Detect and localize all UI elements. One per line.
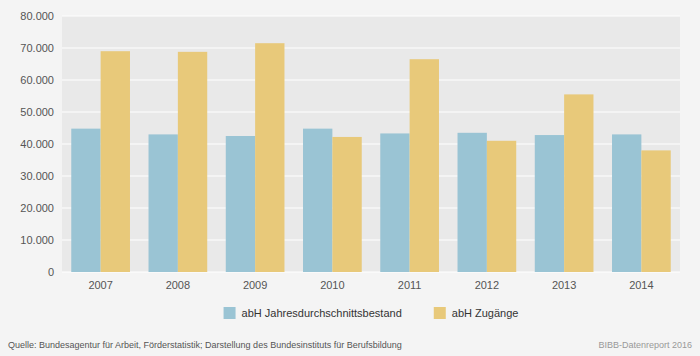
y-tick-label: 10.000 bbox=[20, 234, 54, 246]
y-tick-label: 80.000 bbox=[20, 10, 54, 22]
bars bbox=[71, 43, 670, 272]
bar bbox=[641, 150, 670, 272]
x-tick-label: 2014 bbox=[629, 279, 653, 291]
legend: abH Jahresdurchschnittsbestand abH Zugäng… bbox=[224, 307, 519, 319]
y-tick-label: 70.000 bbox=[20, 42, 54, 54]
legend-swatch bbox=[224, 307, 236, 319]
y-tick-label: 50.000 bbox=[20, 106, 54, 118]
bar bbox=[255, 43, 284, 272]
bar bbox=[564, 94, 593, 272]
legend-swatch bbox=[434, 307, 446, 319]
x-tick-label: 2013 bbox=[552, 279, 576, 291]
y-tick-label: 60.000 bbox=[20, 74, 54, 86]
legend-item: abH Jahresdurchschnittsbestand bbox=[224, 307, 402, 319]
credit: BIBB-Datenreport 2016 bbox=[598, 340, 692, 350]
x-tick-label: 2011 bbox=[398, 279, 422, 291]
x-tick-label: 2008 bbox=[166, 279, 190, 291]
bar bbox=[178, 52, 207, 272]
bar bbox=[226, 136, 255, 272]
bar bbox=[458, 133, 487, 272]
y-tick-label: 0 bbox=[48, 266, 54, 278]
bar bbox=[332, 137, 361, 272]
bar bbox=[303, 129, 332, 272]
bar bbox=[487, 141, 516, 272]
bar bbox=[101, 51, 130, 272]
legend-item: abH Zugänge bbox=[434, 307, 519, 319]
x-axis: 2007 2008 2009 2010 2011 2012 2013 2014 bbox=[88, 279, 653, 291]
legend-label: abH Jahresdurchschnittsbestand bbox=[242, 307, 402, 319]
grid-line bbox=[62, 16, 680, 17]
x-tick-label: 2012 bbox=[475, 279, 499, 291]
bar bbox=[612, 134, 641, 272]
y-tick-label: 40.000 bbox=[20, 138, 54, 150]
x-tick-label: 2010 bbox=[320, 279, 344, 291]
legend-label: abH Zugänge bbox=[452, 307, 519, 319]
x-tick-label: 2009 bbox=[243, 279, 267, 291]
x-tick-label: 2007 bbox=[88, 279, 112, 291]
y-axis: 0 10.000 20.000 30.000 40.000 50.000 60.000 70.… bbox=[20, 10, 680, 278]
source-note: Quelle: Bundesagentur für Arbeit, Förder… bbox=[8, 340, 402, 350]
bar bbox=[410, 59, 439, 272]
grid-line bbox=[62, 48, 680, 49]
annotations: Quelle: Bundesagentur für Arbeit, Förder… bbox=[8, 340, 692, 350]
y-tick-label: 30.000 bbox=[20, 170, 54, 182]
bar bbox=[535, 135, 564, 272]
chart: 0 10.000 20.000 30.000 40.000 50.000 60.000 70.… bbox=[0, 0, 700, 356]
y-tick-label: 20.000 bbox=[20, 202, 54, 214]
plot-area bbox=[62, 16, 680, 272]
bar bbox=[71, 129, 100, 272]
bar bbox=[380, 133, 409, 272]
background bbox=[0, 0, 700, 356]
bar bbox=[149, 134, 178, 272]
grid-line bbox=[62, 80, 680, 81]
